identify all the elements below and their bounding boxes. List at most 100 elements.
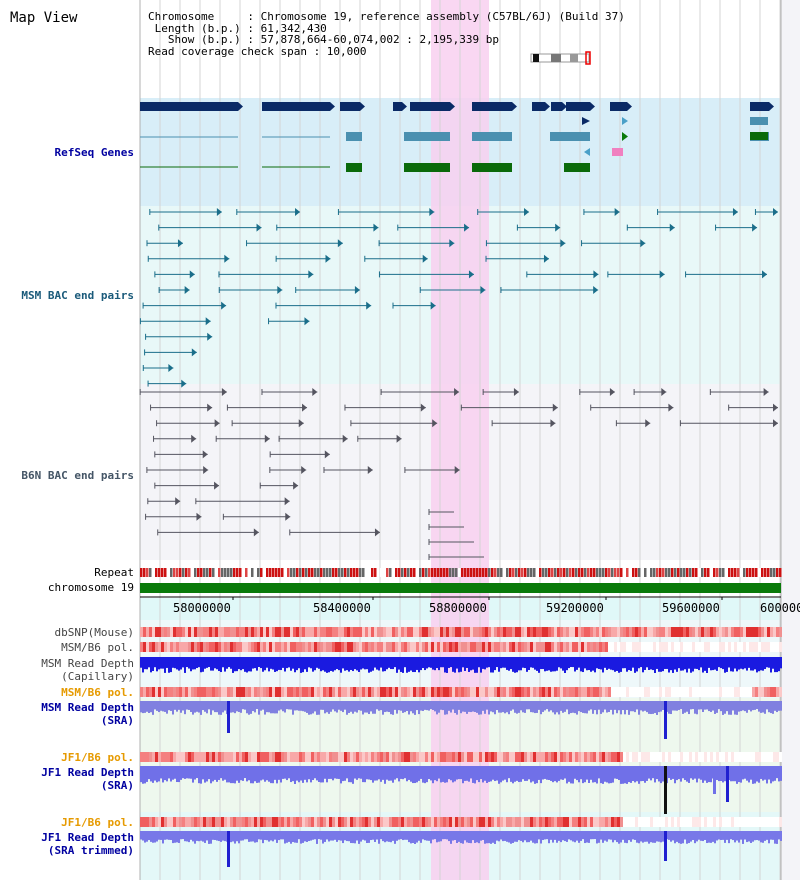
jf1-pol-cell-1 xyxy=(491,752,494,762)
jf1-sra-depth-bar xyxy=(404,766,406,779)
repeat-element xyxy=(527,568,530,577)
refseq-gene-block xyxy=(750,132,768,140)
dbsnp-density-cell xyxy=(359,627,362,637)
msm-sra-depth-bar xyxy=(660,701,662,712)
msm-pol-sra-cell xyxy=(428,687,431,697)
dbsnp-density-cell xyxy=(383,627,386,637)
track-label-chromosome[interactable]: chromosome 19 xyxy=(47,581,134,594)
jf1-pol-cell-2 xyxy=(497,817,500,827)
msm-sra-depth-bar xyxy=(694,701,696,714)
jf1-pol-cell-1 xyxy=(638,752,641,762)
msm-sra-depth-bar xyxy=(708,701,710,712)
track-label-repeat[interactable]: Repeat xyxy=(94,566,134,579)
track-label-dbsnp[interactable]: dbSNP(Mouse) xyxy=(54,626,134,639)
jf1-pol-cell-2 xyxy=(293,817,296,827)
jf1-pol-cell-1 xyxy=(509,752,512,762)
jf1-trim-depth-bar xyxy=(368,831,370,843)
jf1-pol-cell-1 xyxy=(599,752,602,762)
track-label-b6n-bac[interactable]: B6N BAC end pairs xyxy=(21,469,134,482)
jf1-pol-cell-2 xyxy=(719,817,722,827)
jf1-sra-depth-bar xyxy=(564,766,566,779)
jf1-sra-depth-bar xyxy=(146,766,148,782)
jf1-pol-cell-2 xyxy=(182,817,185,827)
track-label-msm-pol-sra[interactable]: MSM/B6 pol. xyxy=(61,686,134,699)
msm-pol-sra-cell xyxy=(173,687,176,697)
track-label-jf1-depth-trim[interactable]: JF1 Read Depth (SRA trimmed) xyxy=(41,831,134,857)
msm-pol-capillary-cell xyxy=(278,642,281,652)
jf1-sra-depth-bar xyxy=(240,766,242,781)
msm-sra-depth-bar xyxy=(256,701,258,710)
track-label-msm-bac[interactable]: MSM BAC end pairs xyxy=(21,289,134,302)
track-label-jf1-pol-2[interactable]: JF1/B6 pol. xyxy=(61,816,134,829)
jf1-trim-depth-bar xyxy=(350,831,352,844)
repeat-element xyxy=(260,568,263,577)
jf1-trim-depth-bar xyxy=(570,831,572,841)
msm-pol-sra-cell xyxy=(260,687,263,697)
jf1-sra-depth-bar xyxy=(768,766,770,780)
jf1-sra-depth-bar xyxy=(318,766,320,782)
track-label-jf1-pol-1[interactable]: JF1/B6 pol. xyxy=(61,751,134,764)
jf1-sra-depth-bar xyxy=(168,766,170,779)
msm-sra-depth-bar xyxy=(288,701,290,710)
jf1-trim-depth-bar xyxy=(716,831,718,841)
msm-bac-pair-end xyxy=(207,332,213,341)
jf1-trim-depth-bar xyxy=(746,831,748,843)
jf1-pol-cell-1 xyxy=(776,752,779,762)
msm-sra-depth-bar xyxy=(414,701,416,715)
track-label-msm-depth-sra[interactable]: MSM Read Depth (SRA) xyxy=(41,701,134,727)
track-label-jf1-depth-sra[interactable]: JF1 Read Depth (SRA) xyxy=(41,766,134,792)
msm-pol-sra-cell xyxy=(701,687,704,697)
msm-sra-depth-bar xyxy=(144,701,146,713)
msm-sra-depth-bar xyxy=(432,701,434,711)
msm-pol-sra-cell xyxy=(698,687,701,697)
msm-bac-pair-end xyxy=(593,286,599,294)
jf1-pol-cell-2 xyxy=(518,817,521,827)
msm-sra-depth-bar xyxy=(606,701,608,713)
repeat-element xyxy=(611,568,614,577)
jf1-pol-cell-2 xyxy=(392,817,395,827)
repeat-element xyxy=(518,568,521,577)
msm-capillary-depth-bar xyxy=(492,657,494,673)
msm-capillary-depth-bar xyxy=(254,657,256,669)
msm-pol-sra-cell xyxy=(143,687,146,697)
jf1-trim-depth-bar xyxy=(558,831,560,841)
jf1-trim-depth-bar xyxy=(330,831,332,841)
msm-capillary-depth-bar xyxy=(764,657,766,670)
dbsnp-density-cell xyxy=(305,627,308,637)
msm-sra-depth-bar xyxy=(744,701,746,712)
msm-pol-sra-cell xyxy=(350,687,353,697)
jf1-pol-cell-2 xyxy=(548,817,551,827)
jf1-pol-cell-2 xyxy=(737,817,740,827)
jf1-sra-depth-bar xyxy=(548,766,550,781)
jf1-trim-depth-bar xyxy=(530,831,532,841)
msm-sra-depth-bar xyxy=(220,701,222,715)
jf1-pol-cell-1 xyxy=(371,752,374,762)
jf1-pol-cell-2 xyxy=(524,817,527,827)
msm-pol-capillary-cell xyxy=(767,642,770,652)
jf1-trim-depth-bar xyxy=(766,831,768,840)
dbsnp-density-cell xyxy=(566,627,569,637)
msm-sra-depth-bar xyxy=(402,701,404,713)
jf1-pol-cell-2 xyxy=(515,817,518,827)
msm-pol-sra-cell xyxy=(626,687,629,697)
track-label-msm-depth-capillary[interactable]: MSM Read Depth (Capillary) xyxy=(41,657,134,683)
b6n-bac-pair-end xyxy=(214,419,220,428)
msm-sra-depth-bar xyxy=(180,701,182,713)
msm-pol-capillary-cell xyxy=(455,642,458,652)
track-label-msm-pol-capillary[interactable]: MSM/B6 pol. xyxy=(61,641,134,654)
dbsnp-density-cell xyxy=(554,627,557,637)
jf1-trim-depth-bar xyxy=(562,831,564,841)
jf1-trim-depth-bar xyxy=(146,831,148,842)
msm-pol-capillary-cell xyxy=(587,642,590,652)
msm-sra-depth-bar xyxy=(252,701,254,712)
jf1-pol-cell-2 xyxy=(713,817,716,827)
jf1-sra-depth-bar xyxy=(770,766,772,784)
jf1-pol-cell-1 xyxy=(335,752,338,762)
jf1-sra-depth-bar xyxy=(298,766,300,783)
jf1-sra-depth-bar xyxy=(494,766,496,782)
jf1-sra-depth-bar xyxy=(652,766,654,779)
track-label-refseq[interactable]: RefSeq Genes xyxy=(54,146,134,159)
msm-pol-sra-cell xyxy=(404,687,407,697)
jf1-sra-depth-bar xyxy=(288,766,290,779)
